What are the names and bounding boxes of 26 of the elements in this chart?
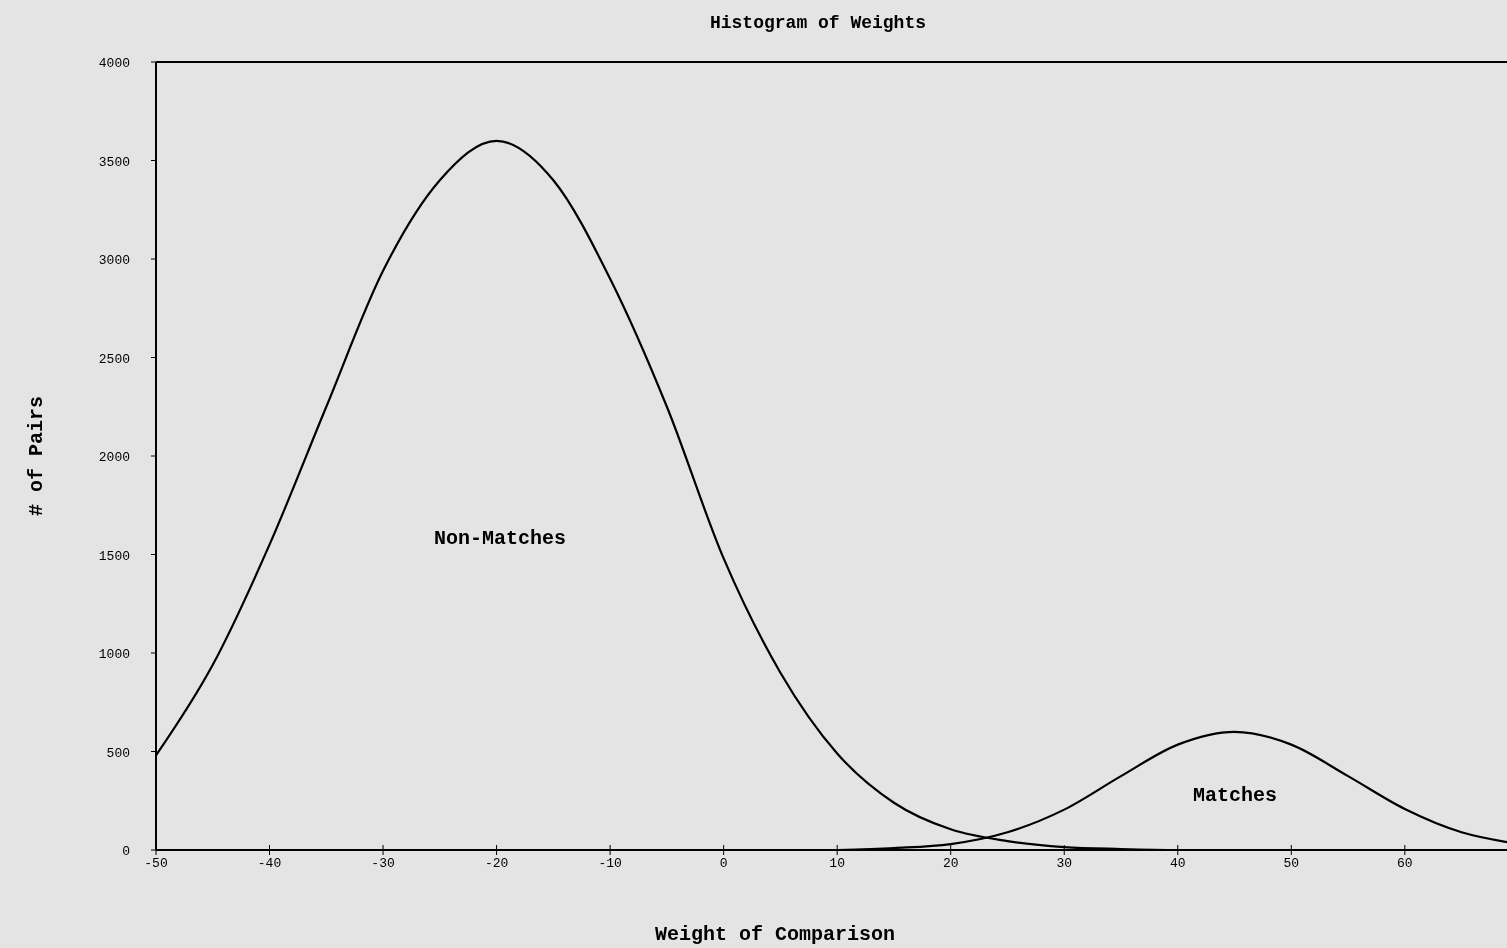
x-tick-label: -50 — [144, 856, 168, 871]
y-axis-title: # of Pairs — [25, 395, 48, 517]
x-tick-label: -10 — [598, 856, 622, 871]
x-axis-title: Weight of Comparison — [654, 923, 896, 946]
x-tick-label: 50 — [1283, 856, 1300, 871]
x-tick-label: -20 — [484, 856, 509, 871]
y-tick-label: 1500 — [98, 548, 130, 564]
y-tick-label: 500 — [106, 745, 130, 761]
x-tick-label: 60 — [1397, 856, 1413, 871]
y-tick-label: 3500 — [98, 154, 130, 170]
y-tick-label: 2500 — [98, 351, 130, 367]
annotation: Matches — [1192, 784, 1278, 807]
y-tick-label: 3000 — [98, 253, 130, 268]
x-tick-label: -30 — [371, 856, 395, 871]
y-tick-label: 2000 — [98, 450, 130, 465]
x-tick-label: 40 — [1169, 856, 1186, 871]
x-tick-label: 30 — [1056, 856, 1073, 871]
x-tick-label: -40 — [257, 856, 282, 871]
chart-title: Histogram of Weights — [709, 13, 927, 33]
y-tick-label: 4000 — [98, 56, 130, 71]
x-tick-label: 0 — [719, 856, 728, 871]
x-tick-label: 20 — [942, 856, 959, 871]
y-tick-label: 1000 — [98, 647, 130, 662]
annotation: Non-Matches — [433, 527, 567, 550]
y-tick-label: 0 — [122, 844, 130, 859]
x-tick-label: 10 — [829, 856, 845, 871]
